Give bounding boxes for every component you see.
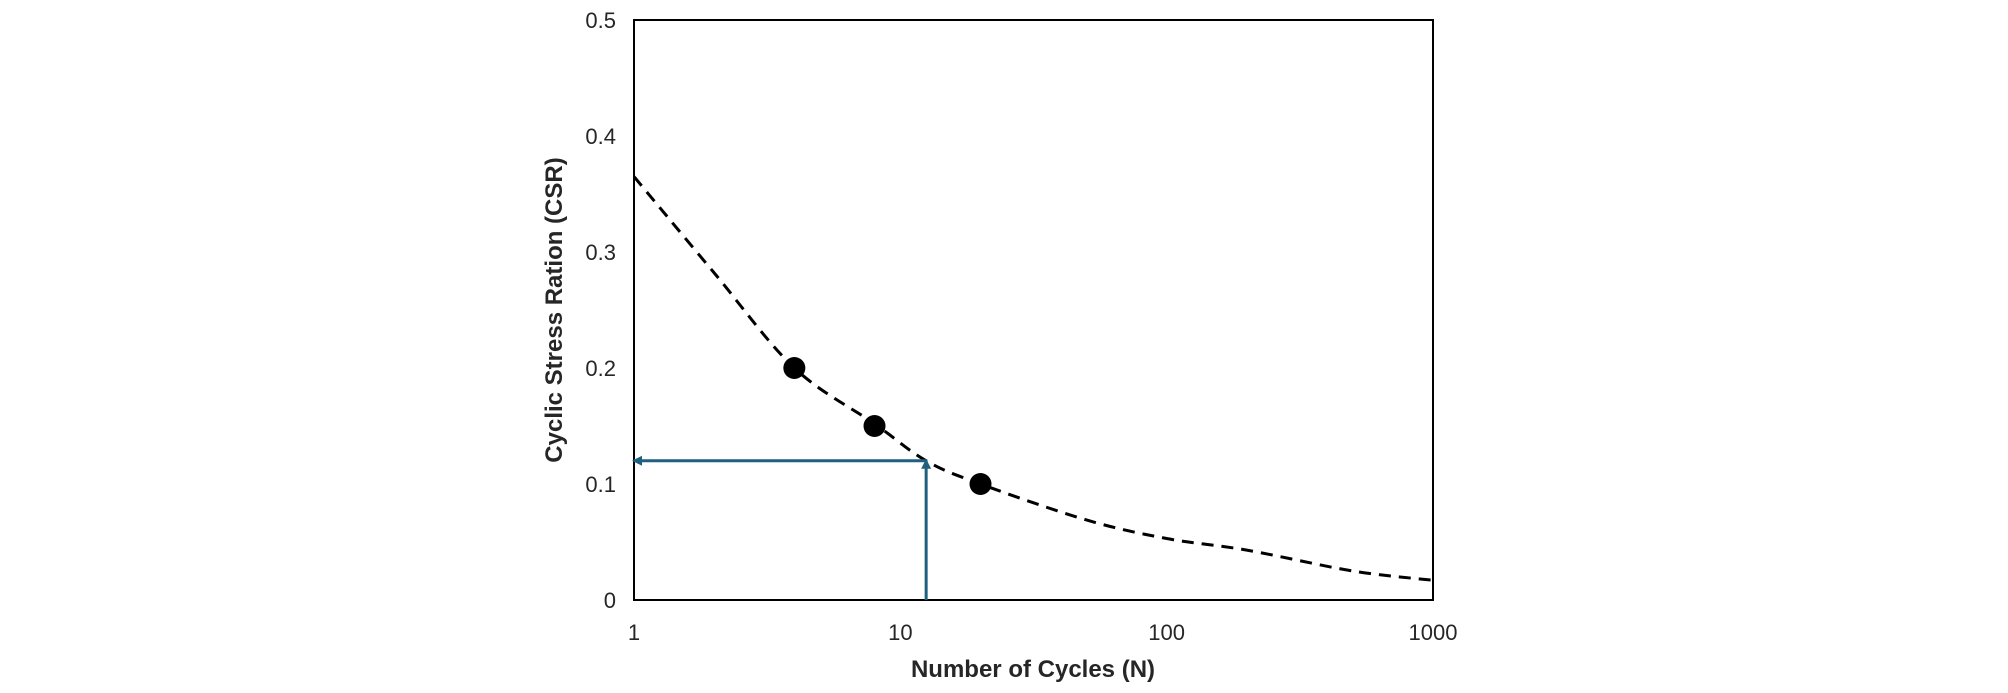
data-points (783, 357, 992, 495)
x-axis-ticks: 1 10 100 1000 (628, 620, 1458, 645)
x-tick-label: 100 (1148, 620, 1185, 645)
y-axis-title: Cyclic Stress Ration (CSR) (541, 157, 568, 462)
y-tick-label: 0.1 (585, 472, 616, 497)
data-point (863, 415, 886, 437)
data-point (783, 357, 806, 379)
y-axis-ticks: 0 0.1 0.2 0.3 0.4 0.5 (585, 8, 616, 613)
y-tick-label: 0.3 (585, 240, 616, 265)
y-tick-label: 0 (604, 588, 616, 613)
annotation-arrows (632, 455, 932, 600)
x-tick-label: 10 (888, 620, 912, 645)
x-axis-title: Number of Cycles (N) (911, 656, 1155, 683)
x-tick-label: 1 (628, 620, 640, 645)
y-tick-label: 0.4 (585, 124, 616, 149)
y-tick-label: 0.5 (585, 8, 616, 33)
y-tick-label: 0.2 (585, 356, 616, 381)
plot-area (633, 19, 1434, 601)
data-point (969, 473, 992, 495)
x-tick-label: 1000 (1409, 620, 1458, 645)
